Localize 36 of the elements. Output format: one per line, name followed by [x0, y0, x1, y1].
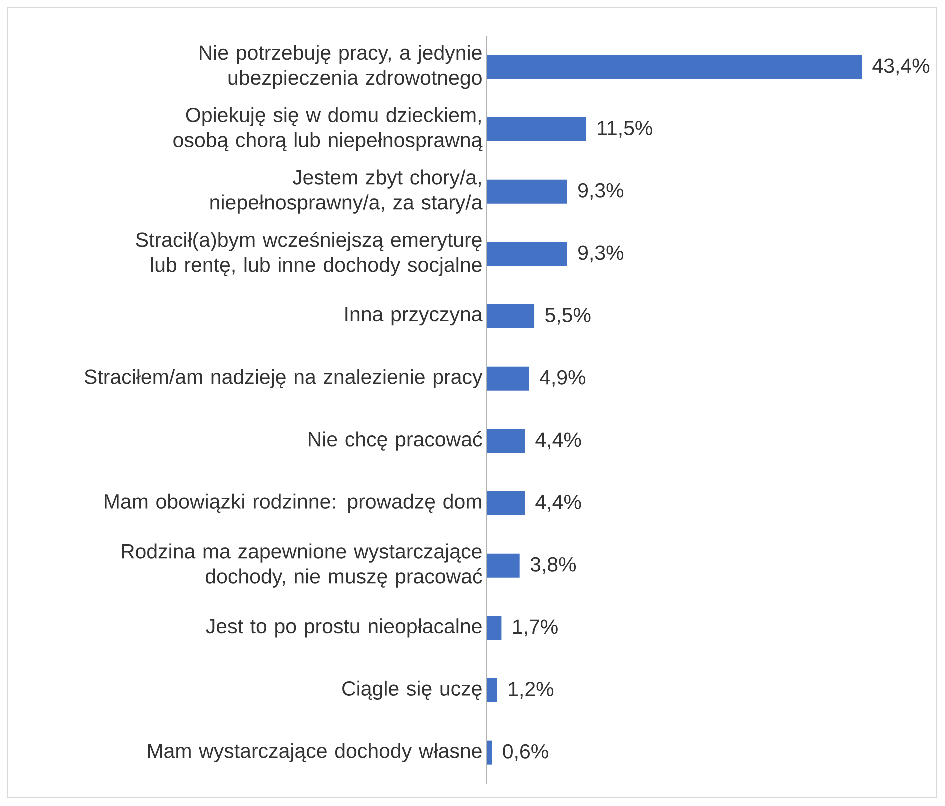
bar — [487, 304, 535, 328]
bar — [487, 366, 530, 391]
data-label: 9,3% — [578, 246, 624, 263]
bar — [487, 554, 520, 578]
bar — [487, 55, 862, 80]
bar — [487, 117, 586, 142]
y-tick-label: Ciągle się uczę — [342, 680, 482, 700]
data-label: 5,5% — [546, 308, 591, 325]
y-tick-label: Straciłem/am nadzieję na znalezienie pracy — [84, 369, 483, 388]
data-label: 0,6% — [503, 744, 548, 762]
bar — [487, 491, 526, 516]
bar — [487, 242, 568, 266]
data-label: 1,7% — [513, 620, 558, 637]
bar — [487, 429, 526, 454]
data-label: 9,3% — [578, 183, 624, 200]
y-tick-label: Stracił(a)bym wcześniejszą emeryturę lub rentę, lub inne dochody socjalne — [136, 232, 482, 276]
y-tick-label: Inna przyczyna — [346, 307, 483, 326]
data-label: 3,8% — [530, 557, 576, 574]
y-tick-label: Jest to po prostu nieopłacalne — [206, 618, 482, 638]
data-label: 4,4% — [536, 432, 582, 450]
bar — [487, 678, 498, 702]
bar — [487, 740, 492, 765]
bar — [487, 616, 502, 640]
data-label: 11,5% — [598, 121, 652, 138]
data-label: 43,4% — [872, 58, 930, 76]
data-label: 4,4% — [536, 495, 582, 512]
y-tick-label: Rodzina ma zapewnione wystarczające dochody, nie muszę pracować — [122, 544, 482, 588]
bar — [487, 180, 568, 204]
data-label: 4,9% — [540, 370, 586, 388]
y-tick-label: Mam wystarczające dochody własne — [148, 743, 482, 762]
data-label: 1,2% — [509, 682, 554, 699]
y-tick-label: Nie potrzebuję pracy, a jedynie ubezpieczenia zdrowotnego — [200, 45, 482, 90]
y-tick-label: Mam obowiązki rodzinne: prowadzę dom — [105, 494, 482, 514]
y-tick-label: Jestem zbyt chory/a, niepełnosprawny/a, za stary/a — [210, 170, 483, 214]
y-tick-label: Nie chcę pracować — [309, 431, 482, 451]
y-tick-label: Opiekuję się w domu dzieckiem, osobą chorą lub niepełnosprawną — [174, 107, 483, 152]
